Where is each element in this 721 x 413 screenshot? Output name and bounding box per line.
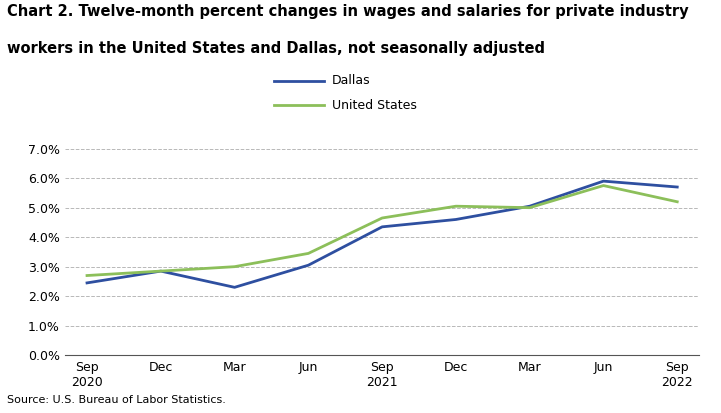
Text: United States: United States (332, 99, 417, 112)
Text: Source: U.S. Bureau of Labor Statistics.: Source: U.S. Bureau of Labor Statistics. (7, 395, 226, 405)
Text: Chart 2. Twelve-month percent changes in wages and salaries for private industry: Chart 2. Twelve-month percent changes in… (7, 4, 689, 19)
Text: workers in the United States and Dallas, not seasonally adjusted: workers in the United States and Dallas,… (7, 41, 545, 56)
Text: Dallas: Dallas (332, 74, 371, 87)
